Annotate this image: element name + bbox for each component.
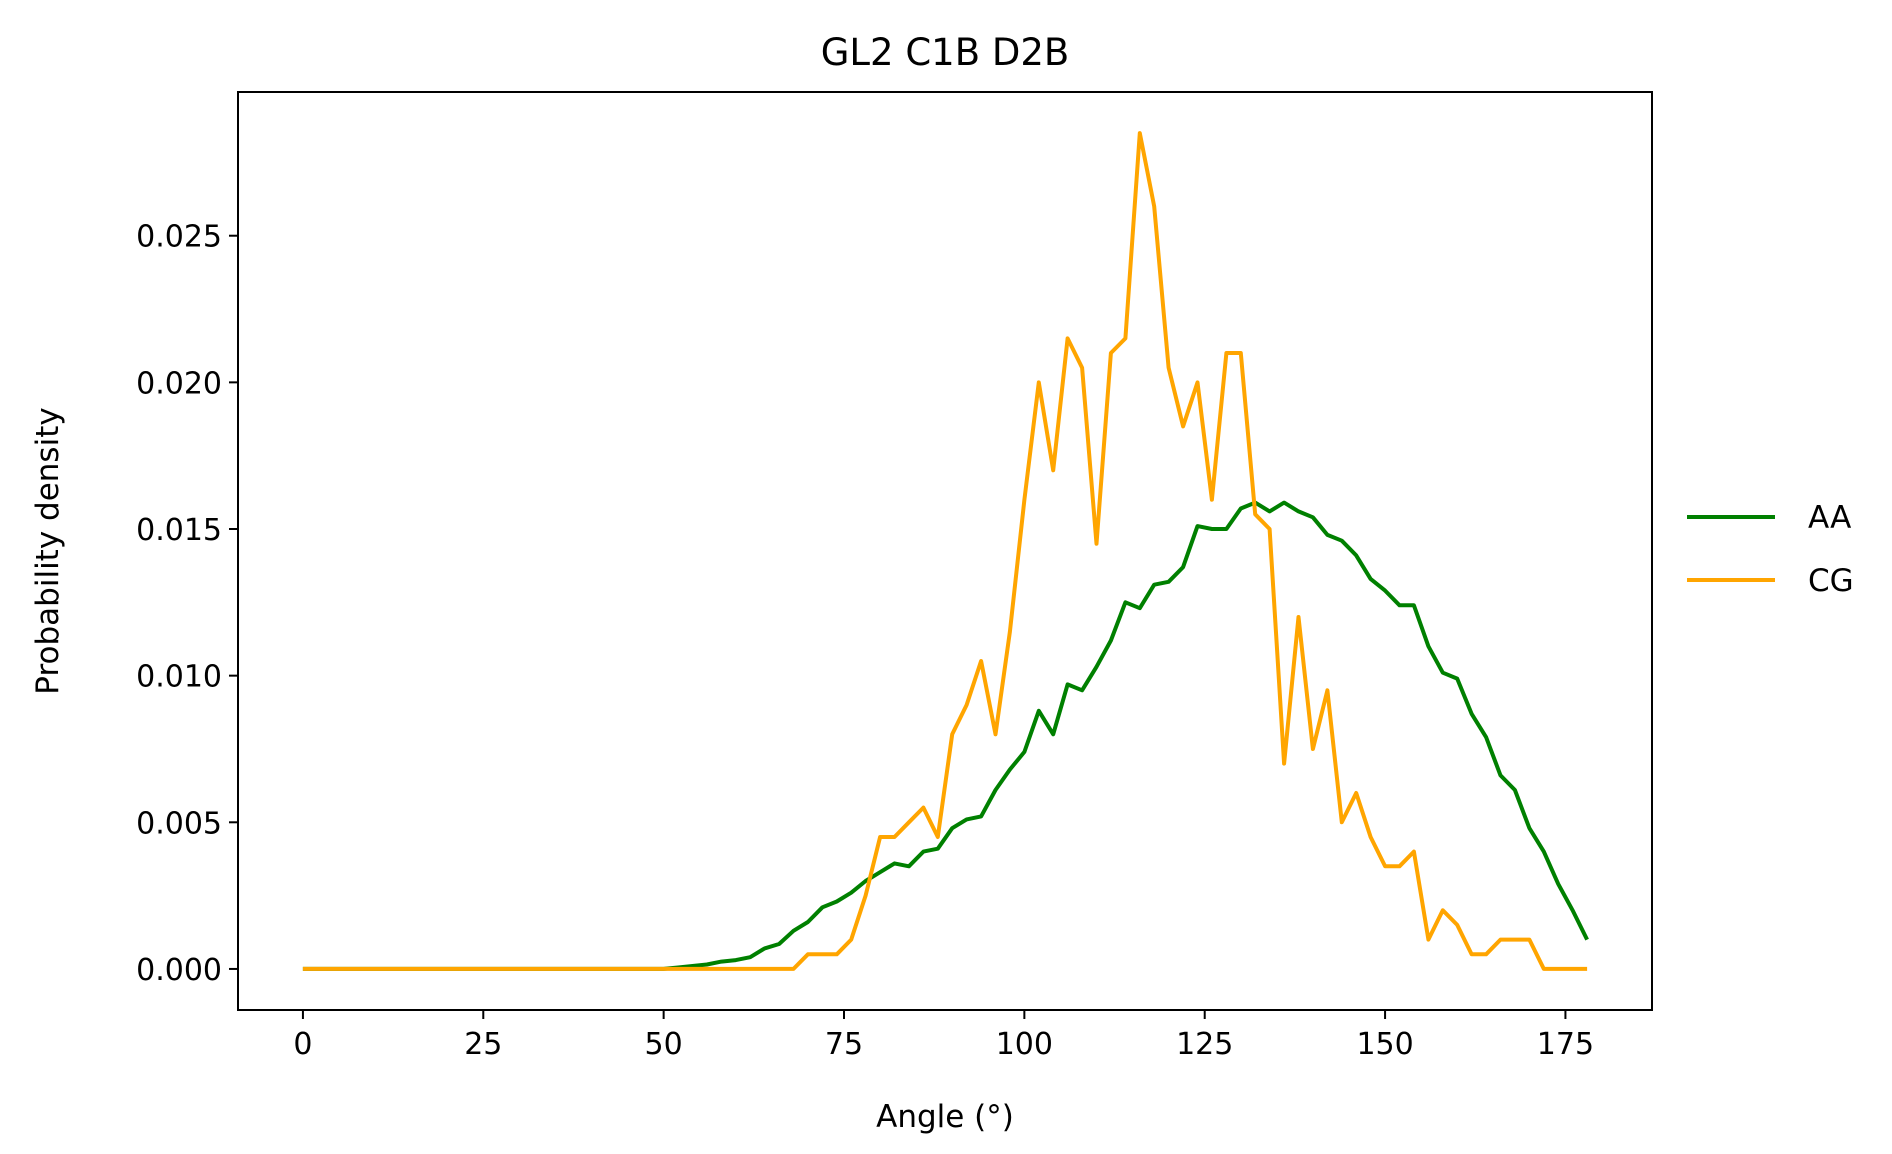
series-line-cg bbox=[302, 131, 1588, 971]
y-tick-label: 0.005 bbox=[136, 806, 222, 841]
y-tick-label: 0.020 bbox=[136, 366, 222, 401]
y-tick-label: 0.010 bbox=[136, 660, 222, 695]
x-tick-label: 0 bbox=[293, 1027, 312, 1062]
x-tick-label: 175 bbox=[1537, 1027, 1594, 1062]
y-tick-label: 0.015 bbox=[136, 513, 222, 548]
legend: AA CG bbox=[1687, 500, 1854, 599]
plot-frame bbox=[237, 91, 1653, 1011]
x-tick-label: 50 bbox=[645, 1027, 683, 1062]
x-tick-label: 100 bbox=[996, 1027, 1053, 1062]
legend-label-cg: CG bbox=[1808, 563, 1854, 599]
x-axis-ticks: 0 25 50 75 100 125 150 175 bbox=[293, 1010, 1594, 1062]
x-tick-label: 25 bbox=[464, 1027, 502, 1062]
x-tick-label: 125 bbox=[1176, 1027, 1233, 1062]
legend-label-aa: AA bbox=[1808, 500, 1851, 536]
x-tick-label: 75 bbox=[825, 1027, 863, 1062]
y-tick-label: 0.025 bbox=[136, 220, 222, 255]
y-axis-label: Probability density bbox=[30, 407, 66, 694]
series-line-aa bbox=[302, 500, 1589, 971]
y-axis-ticks: 0.000 0.005 0.010 0.015 0.020 0.025 bbox=[136, 220, 238, 988]
series-layer bbox=[302, 131, 1589, 971]
chart-title: GL2 C1B D2B bbox=[821, 31, 1070, 74]
x-tick-label: 150 bbox=[1356, 1027, 1413, 1062]
x-axis-label: Angle (°) bbox=[876, 1099, 1014, 1135]
y-tick-label: 0.000 bbox=[136, 953, 222, 988]
